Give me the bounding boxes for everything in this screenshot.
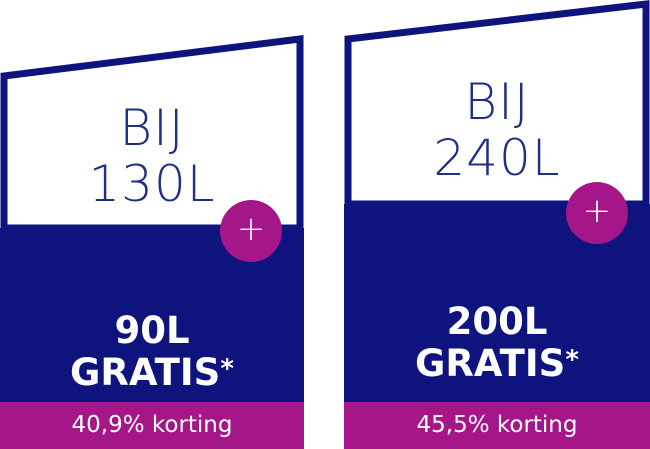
offer-card-130l: BIJ 130L + 90L GRATIS* 40,9% korting	[0, 0, 304, 449]
free-label: GRATIS	[70, 351, 221, 394]
footnote-asterisk: *	[565, 345, 579, 375]
offer-threshold-amount: 240L	[433, 129, 561, 187]
free-label: GRATIS	[415, 342, 566, 385]
plus-icon: +	[220, 200, 282, 262]
discount-label: 45,5% korting	[344, 402, 650, 449]
free-offer: 200L GRATIS*	[344, 301, 650, 385]
free-offer: 90L GRATIS*	[0, 310, 304, 394]
discount-label: 40,9% korting	[0, 402, 304, 449]
offer-threshold-amount: 130L	[88, 155, 216, 213]
offer-card-240l: BIJ 240L + 200L GRATIS* 45,5% korting	[344, 0, 650, 449]
plus-icon: +	[566, 182, 628, 244]
offer-threshold: BIJ 240L	[348, 74, 646, 186]
free-amount: 200L	[446, 300, 548, 343]
free-amount: 90L	[114, 309, 190, 352]
offer-threshold-prefix: BIJ	[119, 99, 185, 157]
offer-threshold: BIJ 130L	[4, 100, 300, 212]
offer-threshold-prefix: BIJ	[464, 73, 530, 131]
footnote-asterisk: *	[220, 354, 234, 384]
offer-card-shape	[0, 35, 304, 403]
